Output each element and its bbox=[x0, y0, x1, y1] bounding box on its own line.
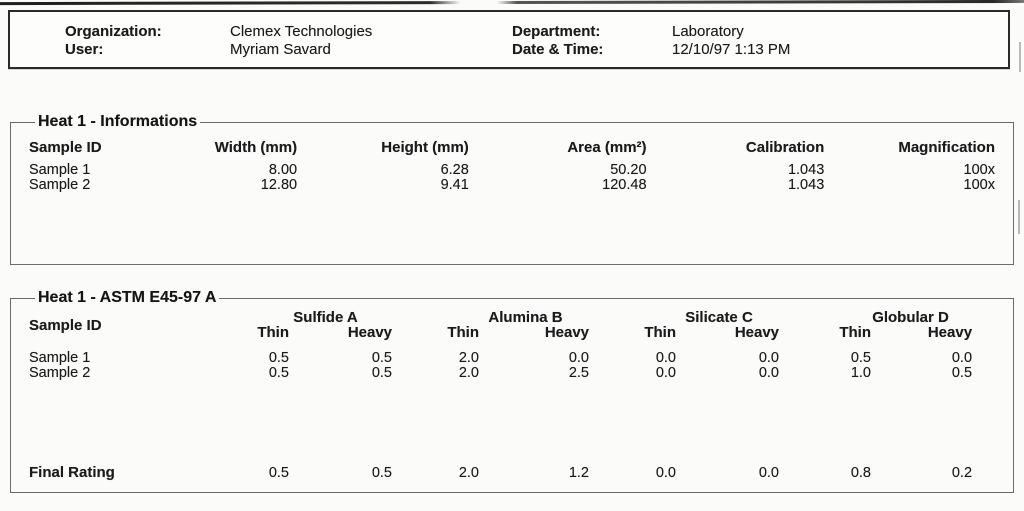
organization-label: Organization: bbox=[65, 23, 162, 40]
scan-artifact-scratch bbox=[1018, 200, 1020, 234]
rating-cell: 2.0 bbox=[458, 365, 480, 381]
rating-cell: 0.5 bbox=[371, 350, 393, 366]
group-header-silicate-c: Silicate C bbox=[685, 309, 753, 326]
final-rating-cell: 0.0 bbox=[655, 465, 677, 481]
sample-id-cell: Sample 1 bbox=[29, 162, 91, 178]
col-header-calibration: Calibration bbox=[745, 139, 825, 156]
table-cell: 6.28 bbox=[440, 162, 469, 178]
final-rating-cell: 0.2 bbox=[951, 465, 973, 481]
final-rating-label: Final Rating bbox=[29, 464, 115, 481]
subcol-header-thin: Thin bbox=[644, 324, 677, 341]
report-header-box: Organization: Clemex Technologies User: … bbox=[8, 10, 1010, 69]
astm-ratings-table: Sample ID Sulfide A Alumina B Silicate C… bbox=[29, 310, 995, 481]
subcol-header-heavy: Heavy bbox=[347, 324, 393, 341]
rating-cell: 0.5 bbox=[268, 350, 289, 366]
col-header-magnification: Magnification bbox=[898, 139, 995, 156]
subcol-header-thin: Thin bbox=[447, 324, 480, 341]
col-header-width: Width (mm) bbox=[214, 139, 298, 156]
datetime-label: Date & Time: bbox=[512, 41, 604, 58]
scan-artifact-scratch bbox=[1019, 42, 1021, 72]
rating-cell: 0.0 bbox=[758, 350, 780, 366]
section-title: Heat 1 - ASTM E45-97 A bbox=[38, 289, 217, 306]
group-header-row: Sample ID Sulfide A Alumina B Silicate C… bbox=[29, 309, 995, 333]
rating-cell: 0.0 bbox=[655, 350, 677, 366]
final-rating-cell: 0.0 bbox=[758, 465, 780, 481]
subcol-header-heavy: Heavy bbox=[544, 324, 590, 341]
table-cell: 8.00 bbox=[268, 162, 298, 178]
final-rating-cell: 0.5 bbox=[371, 465, 393, 481]
group-header-sulfide-a: Sulfide A bbox=[293, 309, 358, 326]
sample-id-cell: Sample 2 bbox=[29, 365, 91, 381]
col-header-height: Height (mm) bbox=[381, 139, 469, 156]
sample-id-cell: Sample 2 bbox=[29, 177, 91, 193]
col-header-area: Area (mm²) bbox=[567, 139, 647, 156]
table-cell: 100x bbox=[963, 162, 995, 178]
user-value: Myriam Savard bbox=[230, 41, 331, 58]
department-label: Department: bbox=[512, 23, 601, 40]
scan-artifact-top-line bbox=[0, 0, 1024, 6]
subcol-header-thin: Thin bbox=[257, 324, 289, 341]
final-rating-cell: 0.5 bbox=[268, 465, 289, 481]
table-row-sample1: Sample 1 0.5 0.5 2.0 0.0 0.0 0.0 0.5 0.0 bbox=[29, 351, 995, 366]
organization-value: Clemex Technologies bbox=[230, 23, 373, 40]
rating-cell: 0.0 bbox=[655, 365, 677, 381]
final-rating-cell: 1.2 bbox=[568, 465, 590, 481]
rating-cell: 0.5 bbox=[850, 350, 872, 366]
table-cell: 50.20 bbox=[610, 162, 647, 178]
final-rating-cell: 2.0 bbox=[458, 465, 480, 481]
datetime-value: 12/10/97 1:13 PM bbox=[672, 41, 791, 58]
user-label: User: bbox=[65, 41, 104, 58]
col-header-sample-id: Sample ID bbox=[29, 139, 102, 156]
spacer-row bbox=[29, 381, 995, 465]
table-cell: 1.043 bbox=[787, 177, 825, 193]
table-cell: 1.043 bbox=[787, 162, 825, 178]
subcol-header-heavy: Heavy bbox=[927, 324, 973, 341]
rating-cell: 0.0 bbox=[568, 350, 590, 366]
table-cell: 100x bbox=[963, 177, 995, 193]
table-row-sample1: Sample 1 8.00 6.28 50.20 1.043 100x bbox=[29, 163, 995, 178]
col-header-sample-id: Sample ID bbox=[29, 316, 102, 334]
subcol-header-heavy: Heavy bbox=[734, 324, 780, 341]
rating-cell: 0.0 bbox=[951, 350, 973, 366]
table-row-sample2: Sample 2 0.5 0.5 2.0 2.5 0.0 0.0 1.0 0.5 bbox=[29, 366, 995, 381]
group-header-alumina-b: Alumina B bbox=[488, 309, 563, 326]
department-value: Laboratory bbox=[672, 23, 744, 40]
section-heat1-informations: Heat 1 - Informations Sample ID Width (m… bbox=[10, 113, 1014, 265]
subcolumn-header-row: Thin Heavy Thin Heavy Thin Heavy Thin He… bbox=[29, 325, 995, 340]
group-header-globular-d: Globular D bbox=[872, 309, 949, 326]
subcol-header-thin: Thin bbox=[839, 324, 872, 341]
final-rating-row: Final Rating 0.5 0.5 2.0 1.2 0.0 0.0 0.8… bbox=[29, 464, 995, 482]
table-row-sample2: Sample 2 12.80 9.41 120.48 1.043 100x bbox=[29, 178, 995, 193]
table-header-row: Sample ID Width (mm) Height (mm) Area (m… bbox=[29, 139, 995, 163]
section-heat1-astm-e45-97a: Heat 1 - ASTM E45-97 A Sample ID Sulfide… bbox=[10, 289, 1014, 493]
rating-cell: 0.0 bbox=[758, 365, 780, 381]
informations-table: Sample ID Width (mm) Height (mm) Area (m… bbox=[29, 139, 995, 193]
rating-cell: 0.5 bbox=[371, 365, 393, 381]
rating-cell: 0.5 bbox=[951, 365, 973, 381]
table-cell: 12.80 bbox=[260, 177, 298, 193]
sample-id-cell: Sample 1 bbox=[29, 350, 91, 366]
rating-cell: 1.0 bbox=[850, 365, 872, 381]
rating-cell: 2.5 bbox=[568, 365, 590, 381]
table-cell: 9.41 bbox=[440, 177, 469, 193]
section-title: Heat 1 - Informations bbox=[38, 113, 198, 130]
rating-cell: 0.5 bbox=[268, 365, 289, 381]
rating-cell: 2.0 bbox=[458, 350, 480, 366]
final-rating-cell: 0.8 bbox=[850, 465, 872, 481]
table-cell: 120.48 bbox=[602, 177, 647, 193]
